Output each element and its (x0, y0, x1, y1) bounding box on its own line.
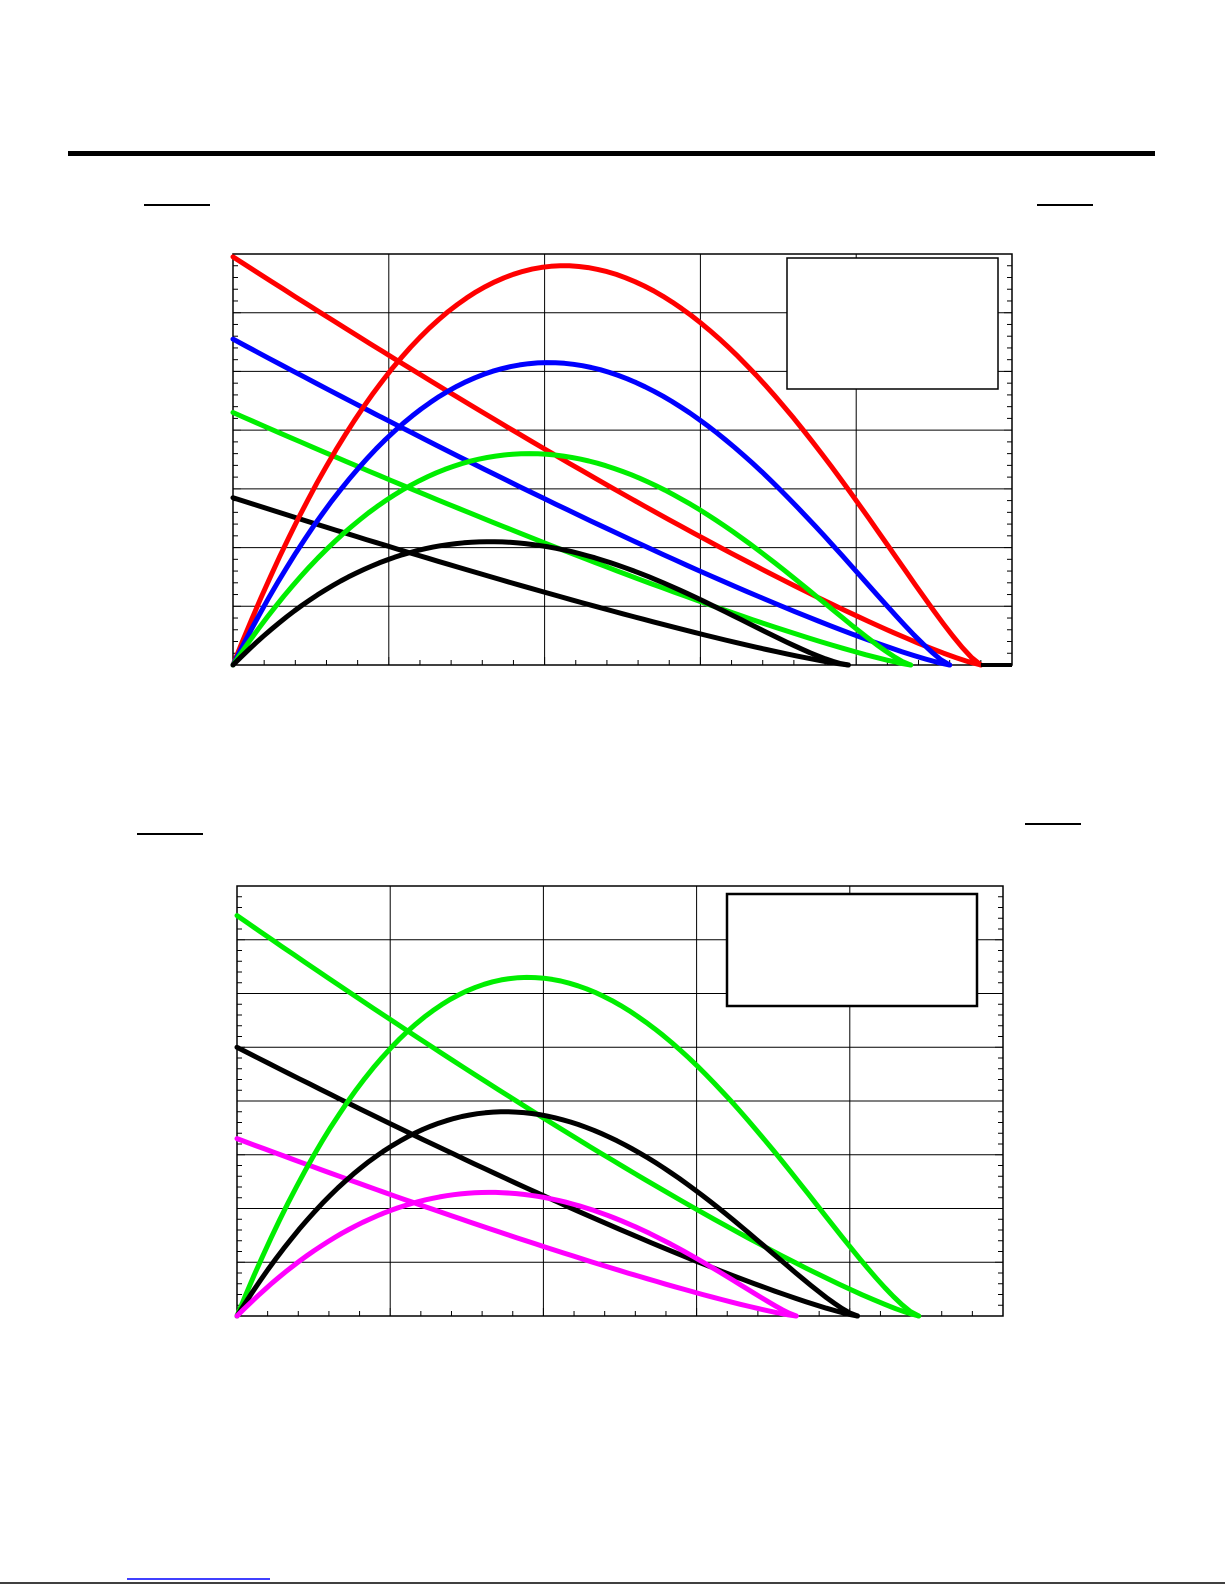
series-green-arc (234, 974, 922, 1319)
series-black-arc (230, 539, 851, 668)
chart-2-legend-box (725, 892, 979, 1008)
chart-2-series (234, 913, 922, 1319)
chart-1-series (230, 254, 1012, 668)
chart-1-legend-box (786, 257, 999, 390)
series-green-falling (234, 913, 922, 1319)
series-magenta-arc (234, 1189, 799, 1319)
chart-1 (230, 253, 1013, 668)
series-magenta-falling (234, 1136, 799, 1319)
series-red-falling (230, 254, 984, 668)
series-blue-falling (230, 336, 953, 668)
series-red-arc (230, 263, 984, 668)
chart-2 (234, 885, 1004, 1319)
header-rule (68, 151, 1155, 156)
series-green-arc (230, 451, 914, 668)
series-blue-arc (230, 360, 953, 668)
plot-frame (232, 253, 1013, 666)
series-black-falling (234, 1044, 860, 1319)
series-black-arc (234, 1109, 860, 1319)
series-black-falling (230, 495, 851, 668)
chart-2-ticks (236, 885, 1004, 1317)
